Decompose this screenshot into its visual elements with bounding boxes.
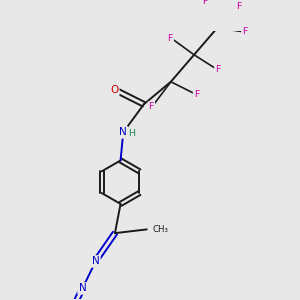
Text: N: N	[119, 128, 127, 137]
Text: F: F	[215, 65, 221, 74]
Text: N: N	[92, 256, 99, 266]
Text: F: F	[242, 27, 248, 36]
Text: H: H	[128, 128, 135, 137]
Text: F: F	[194, 90, 199, 99]
Text: N: N	[79, 284, 86, 293]
Text: O: O	[110, 85, 118, 95]
Text: F: F	[202, 0, 207, 6]
Text: CH₃: CH₃	[153, 225, 169, 234]
Text: F: F	[167, 34, 173, 43]
Text: F: F	[148, 102, 154, 111]
Text: F: F	[236, 2, 242, 11]
